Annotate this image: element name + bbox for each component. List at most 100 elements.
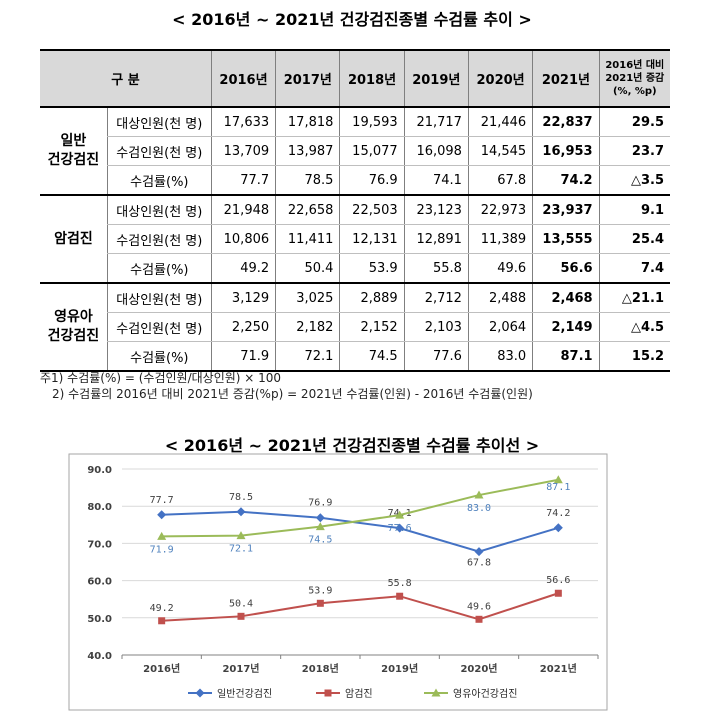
cell-value: 74.2 (532, 165, 600, 196)
series-marker (237, 612, 245, 620)
row-label: 수검률(%) (106, 341, 212, 372)
cell-change: △21.1 (598, 283, 670, 313)
cell-value: 3,129 (210, 283, 276, 313)
y-tick-label: 80.0 (87, 502, 112, 513)
cell-value: 22,658 (275, 195, 340, 225)
cell-value: 2,488 (467, 283, 533, 313)
cell-value: 67.8 (467, 165, 533, 196)
series-line (161, 510, 559, 553)
x-tick-label: 2018년 (302, 662, 339, 675)
cell-value: 71.9 (210, 341, 276, 372)
series-marker (554, 589, 562, 597)
note-2: 2) 수검률의 2016년 대비 2021년 증감(%p) = 2021년 수검… (52, 387, 533, 401)
cell-value: 2,149 (532, 312, 600, 342)
cell-value: 21,717 (403, 107, 469, 137)
group-name-line: 암검진 (54, 230, 93, 247)
cell-value: 77.6 (403, 341, 469, 372)
cell-value: 78.5 (275, 165, 340, 196)
row-label: 수검인원(천 명) (106, 136, 212, 166)
cell-value: 50.4 (275, 253, 340, 284)
data-label: 77.7 (150, 495, 174, 506)
row-label: 수검인원(천 명) (106, 224, 212, 254)
table-row: 수검인원(천 명) 2,250 2,182 2,152 2,103 2,064 2,149 △… (40, 312, 670, 342)
data-label: 55.8 (388, 578, 412, 589)
table-row: 수검률(%) 77.7 78.5 76.9 74.1 67.8 74.2 △3.5 (40, 165, 670, 196)
chart-frame (68, 453, 608, 711)
cell-value: 12,891 (403, 224, 469, 254)
data-label: 71.9 (150, 544, 174, 555)
data-label: 67.8 (467, 558, 491, 569)
header-change-line1: 2016년 대비 (605, 60, 665, 71)
series-marker (236, 531, 246, 540)
data-label: 83.0 (467, 503, 491, 514)
series-marker (474, 490, 484, 499)
y-tick-label: 40.0 (87, 651, 112, 662)
group-name-line: 건강검진 (47, 328, 100, 344)
cell-value: 74.5 (339, 341, 405, 372)
series-marker (158, 617, 166, 625)
cell-value: 74.1 (403, 165, 469, 196)
y-tick-label: 50.0 (87, 614, 112, 625)
group-name-line: 일반 (60, 133, 87, 149)
table-notes: 주1) 수검률(%) = (수검인원/대상인원) × 100 2) 수검률의 2… (40, 370, 533, 402)
series-marker (236, 507, 246, 517)
header-2019: 2019년 (403, 49, 469, 108)
note-1: 주1) 수검률(%) = (수검인원/대상인원) × 100 (40, 371, 282, 385)
table-row: 일반 건강검진 대상인원(천 명) 17,633 17,818 19,593 21,717 2… (40, 107, 670, 196)
table-row: 수검률(%) 71.9 72.1 74.5 77.6 83.0 87.1 15.2 (40, 341, 670, 372)
header-2020: 2020년 (467, 49, 533, 108)
series-line (161, 592, 559, 622)
cell-value: 2,064 (467, 312, 533, 342)
series-marker (553, 475, 563, 484)
y-tick-label: 60.0 (87, 577, 112, 588)
group-name: 암검진 (40, 195, 108, 284)
header-change-line3: (%, %p) (612, 86, 657, 97)
cell-value: 17,633 (210, 107, 276, 137)
data-label: 78.5 (229, 492, 253, 503)
table-title: < 2016년 ~ 2021년 건강검진종별 수검률 추이 > (172, 10, 532, 29)
data-label: 77.6 (388, 523, 412, 534)
x-tick-label: 2016년 (143, 662, 180, 675)
header-2017: 2017년 (275, 49, 340, 108)
x-tick-label: 2017년 (222, 662, 259, 675)
cell-value: 55.8 (403, 253, 469, 284)
header-category: 구 분 (40, 49, 212, 108)
cell-value: 2,103 (403, 312, 469, 342)
cell-value: 87.1 (532, 341, 600, 372)
cell-value: 11,389 (467, 224, 533, 254)
cell-value: 21,446 (467, 107, 533, 137)
table-row: 수검률(%) 49.2 50.4 53.9 55.8 49.6 56.6 7.4 (40, 253, 670, 284)
group-name-line: 건강검진 (47, 152, 100, 168)
series-marker (324, 689, 332, 697)
cell-value: 49.6 (467, 253, 533, 284)
cell-value: 11,411 (275, 224, 340, 254)
cell-value: 22,503 (339, 195, 405, 225)
cell-change: 29.5 (598, 107, 670, 137)
series-marker (395, 523, 405, 533)
cell-value: 16,953 (532, 136, 600, 166)
cell-value: 13,709 (210, 136, 276, 166)
series-marker (316, 599, 324, 607)
row-label: 대상인원(천 명) (106, 107, 212, 137)
data-label: 49.6 (467, 601, 491, 612)
cell-value: 17,818 (275, 107, 340, 137)
data-label: 76.9 (308, 498, 332, 509)
header-change: 2016년 대비 2021년 증감 (%, %p) (598, 49, 670, 108)
cell-value: 15,077 (339, 136, 405, 166)
cell-value: 53.9 (339, 253, 405, 284)
group-name: 영유아 건강검진 (40, 283, 108, 372)
table-row: 수검인원(천 명) 10,806 11,411 12,131 12,891 11,389 1… (40, 224, 670, 254)
data-label: 72.1 (229, 544, 253, 555)
series-marker (396, 592, 404, 600)
cell-value: 12,131 (339, 224, 405, 254)
table-row: 암검진 대상인원(천 명) 21,948 22,658 22,503 23,123 22,9… (40, 195, 670, 284)
cell-value: 3,025 (275, 283, 340, 313)
series-line (161, 478, 559, 538)
series-marker (315, 513, 325, 523)
data-label: 49.2 (150, 603, 174, 614)
row-label: 수검인원(천 명) (106, 312, 212, 342)
cell-value: 2,250 (210, 312, 276, 342)
legend-label: 암검진 (345, 688, 373, 700)
cell-value: 2,889 (339, 283, 405, 313)
